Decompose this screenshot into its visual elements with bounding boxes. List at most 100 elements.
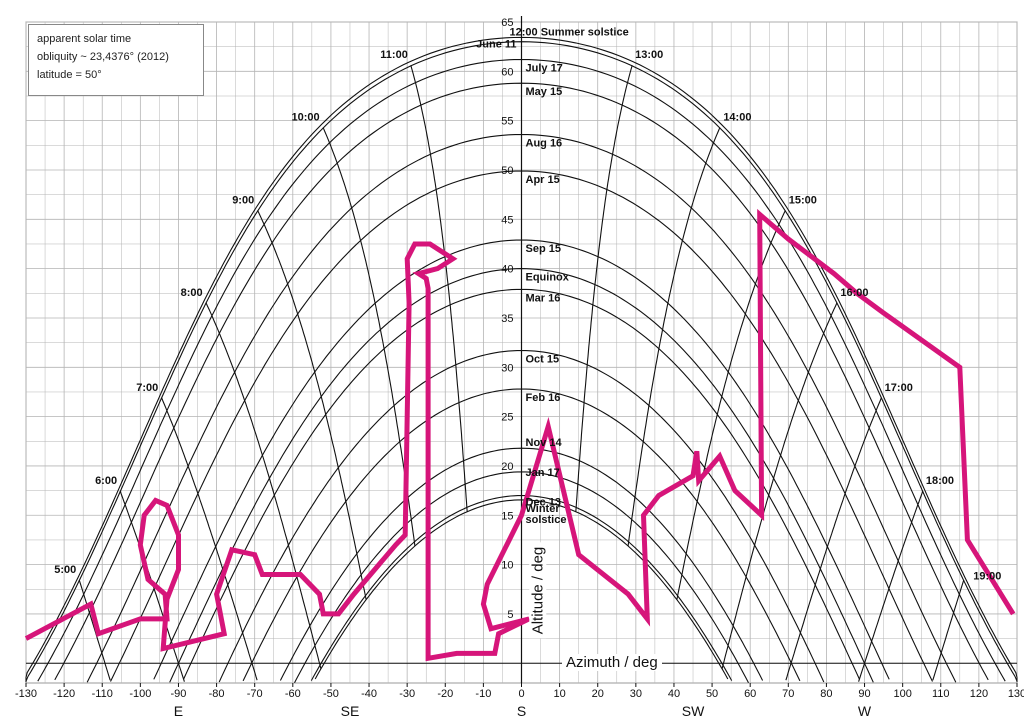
- hour-label: 6:00: [95, 475, 117, 487]
- x-tick-label: 10: [553, 688, 565, 700]
- compass-label: E: [174, 703, 183, 718]
- grid: [25, 16, 1018, 684]
- y-tick-label: 35: [501, 313, 513, 325]
- day-curve-label: Equinox: [526, 272, 570, 284]
- hour-line: [932, 579, 965, 681]
- x-tick-label: -120: [53, 688, 75, 700]
- day-curve: [279, 447, 764, 681]
- hour-label: 14:00: [723, 111, 751, 123]
- x-tick-label: -10: [475, 688, 491, 700]
- day-curve-label: Dec 13: [526, 497, 561, 509]
- hour-label: 8:00: [181, 287, 203, 299]
- x-tick-label: -130: [15, 688, 37, 700]
- x-axis-title: Azimuth / deg: [562, 654, 662, 671]
- day-curve-label: Apr 15: [526, 174, 560, 186]
- compass-label: SW: [682, 703, 705, 718]
- day-curve-label: July 17: [526, 62, 563, 74]
- day-curve: [218, 349, 825, 683]
- hour-line: [627, 127, 721, 547]
- y-tick-label: 5: [507, 609, 513, 621]
- x-tick-label: 120: [970, 688, 988, 700]
- day-curve-label: June 11: [476, 39, 516, 51]
- hour-label: 18:00: [926, 475, 954, 487]
- x-tick-label: -50: [323, 688, 339, 700]
- day-curve: [314, 499, 729, 680]
- day-curve-label: solstice: [526, 514, 567, 526]
- x-tick-label: 130: [1008, 688, 1024, 700]
- day-curve: [110, 170, 933, 682]
- hour-label: 7:00: [136, 382, 158, 394]
- x-tick-label: -90: [171, 688, 187, 700]
- y-tick-label: 20: [501, 461, 513, 473]
- x-tick-label: -20: [437, 688, 453, 700]
- compass-label: SE: [341, 703, 360, 718]
- x-tick-label: -110: [92, 688, 113, 700]
- y-tick-label: 60: [501, 66, 513, 78]
- x-tick-label: -80: [209, 688, 225, 700]
- hour-label: 9:00: [232, 194, 254, 206]
- x-tick-label: 90: [858, 688, 870, 700]
- hour-line: [410, 65, 468, 512]
- day-curve-label: Nov 14: [526, 437, 563, 449]
- hour-line: [257, 210, 367, 600]
- hour-lines: [78, 65, 965, 682]
- horizon-profile: [24, 208, 1016, 662]
- day-curve: [294, 471, 749, 683]
- y-tick-label: 30: [501, 362, 513, 374]
- day-curve-label: Jan 17: [526, 467, 560, 479]
- x-tick-label: -30: [399, 688, 415, 700]
- x-tick-label: 80: [820, 688, 832, 700]
- day-curve-label: Sep 15: [526, 243, 561, 255]
- day-curve-label: Feb 16: [526, 392, 561, 404]
- day-curve-label: Aug 16: [526, 137, 563, 149]
- x-tick-label: -100: [129, 688, 151, 700]
- horizon-profile-line: [24, 208, 1016, 662]
- compass-label: S: [517, 703, 526, 718]
- note-obliquity: obliquity ~ 23,4376° (2012): [37, 51, 169, 63]
- day-curve: [25, 36, 1018, 683]
- axis-ticks: -130 -120 -110 -100 -90 -80 -70 -60 -50 -40 -30 -20…: [15, 17, 1024, 718]
- day-curve-label: May 15: [526, 86, 563, 98]
- day-curve-label: Winter: [526, 503, 561, 515]
- x-tick-label: -60: [285, 688, 301, 700]
- y-tick-label: 55: [501, 116, 513, 128]
- y-tick-label: 45: [501, 214, 513, 226]
- hour-line: [575, 65, 633, 512]
- hour-label: 13:00: [635, 49, 663, 61]
- hour-label: 19:00: [973, 570, 1001, 582]
- hour-line: [160, 397, 258, 681]
- x-tick-label: 0: [518, 688, 524, 700]
- hour-line: [78, 579, 111, 681]
- hour-label: 15:00: [789, 194, 817, 206]
- x-tick-label: 110: [932, 688, 950, 700]
- y-tick-label: 10: [501, 560, 513, 572]
- x-tick-label: -40: [361, 688, 377, 700]
- y-tick-label: 65: [501, 17, 513, 29]
- day-curve: [25, 41, 1018, 682]
- hour-label: 17:00: [885, 382, 913, 394]
- hour-line: [858, 490, 924, 682]
- legend-note-box: apparent solar time obliquity ~ 23,4376°…: [28, 24, 204, 96]
- hour-line: [205, 302, 322, 669]
- y-tick-label: 25: [501, 412, 513, 424]
- day-curve: [86, 133, 957, 683]
- y-tick-label: 15: [501, 510, 513, 522]
- day-curve: [169, 268, 874, 683]
- hour-label: 10:00: [292, 111, 320, 123]
- compass-label: W: [858, 703, 872, 718]
- day-curve-label: Mar 16: [526, 292, 561, 304]
- x-tick-label: -70: [247, 688, 263, 700]
- x-tick-label: 50: [706, 688, 718, 700]
- x-tick-label: 100: [893, 688, 911, 700]
- day-curve: [310, 495, 733, 681]
- y-tick-label: 50: [501, 165, 513, 177]
- day-curve-label: 12:00 Summer solstice: [510, 26, 629, 38]
- y-axis-title: Altitude / deg: [529, 542, 547, 639]
- hour-line: [721, 302, 838, 669]
- day-curve: [54, 82, 989, 681]
- note-time-basis: apparent solar time: [37, 33, 132, 45]
- x-tick-label: 20: [592, 688, 604, 700]
- note-latitude: latitude = 50°: [37, 69, 102, 81]
